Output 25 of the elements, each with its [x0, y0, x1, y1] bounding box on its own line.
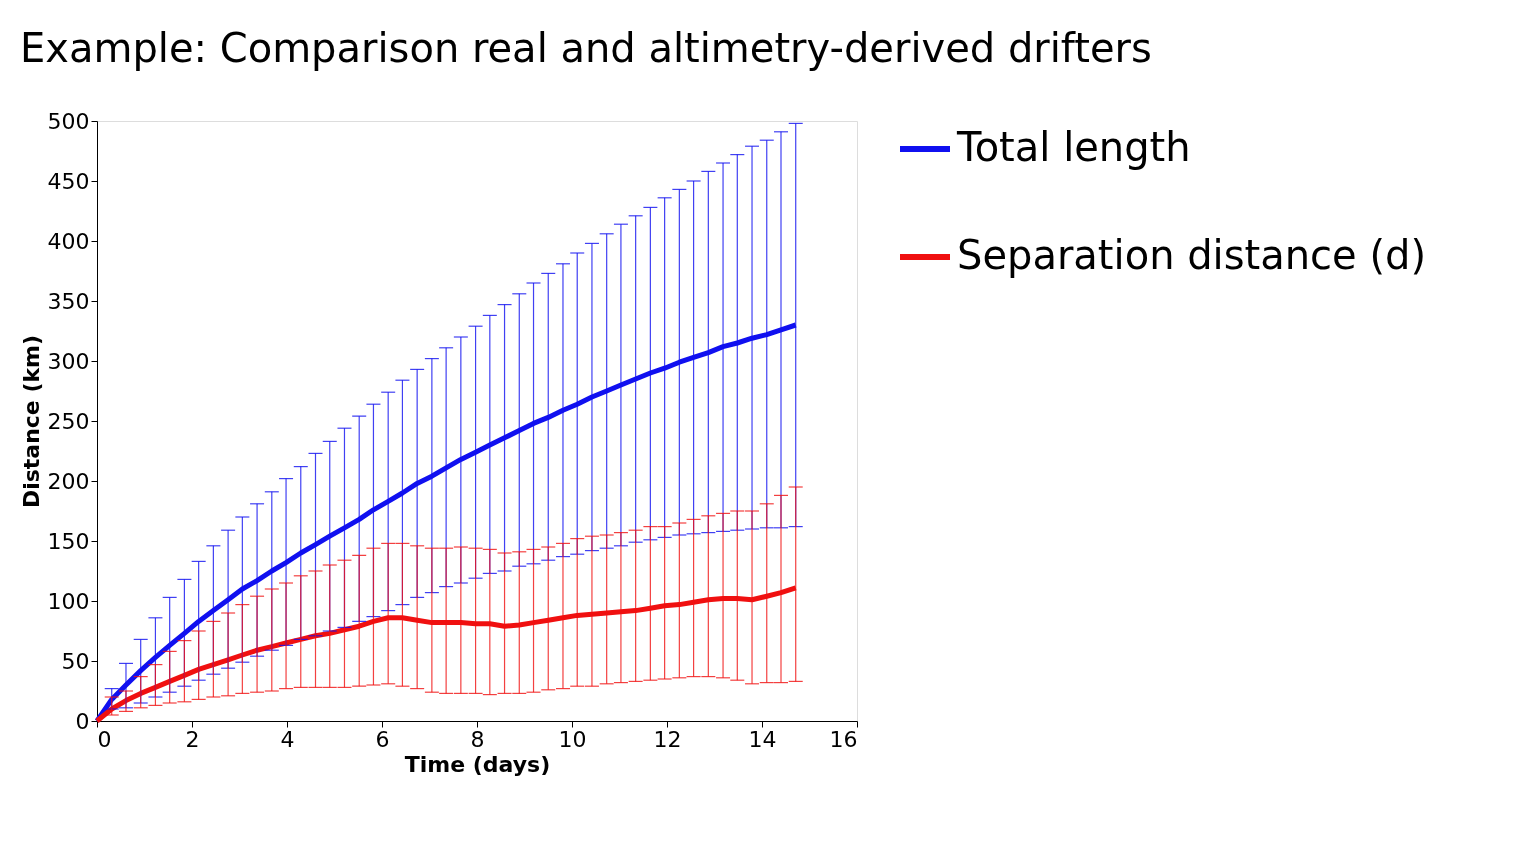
y-tick-label: 250 — [47, 408, 90, 434]
x-tick-label: 10 — [558, 726, 587, 752]
y-tick-label: 0 — [75, 708, 90, 734]
x-tick-label: 6 — [375, 726, 390, 752]
y-tick-label: 50 — [61, 648, 90, 674]
x-tick-label: 0 — [97, 726, 112, 752]
y-tick-label: 450 — [47, 168, 90, 194]
y-tick-label: 500 — [47, 108, 90, 134]
legend-label: Total length — [956, 124, 1191, 170]
x-tick-label: 12 — [653, 726, 682, 752]
x-tick-label: 4 — [280, 726, 295, 752]
x-axis-title: Time (days) — [404, 751, 551, 777]
y-tick-label: 300 — [47, 348, 90, 374]
y-tick-label: 150 — [47, 528, 90, 554]
y-axis-title: Distance (km) — [18, 334, 44, 509]
chart-title: Example: Comparison real and altimetry-derived drifters — [20, 25, 1152, 71]
x-tick-label: 8 — [470, 726, 485, 752]
y-tick-label: 350 — [47, 288, 90, 314]
y-tick-label: 200 — [47, 468, 90, 494]
x-tick-label: 14 — [748, 726, 777, 752]
legend-label: Separation distance (d) — [957, 232, 1427, 278]
y-tick-label: 400 — [47, 228, 90, 254]
x-tick-label: 2 — [185, 726, 200, 752]
x-tick-label: 16 — [829, 726, 858, 752]
y-tick-label: 100 — [47, 588, 90, 614]
